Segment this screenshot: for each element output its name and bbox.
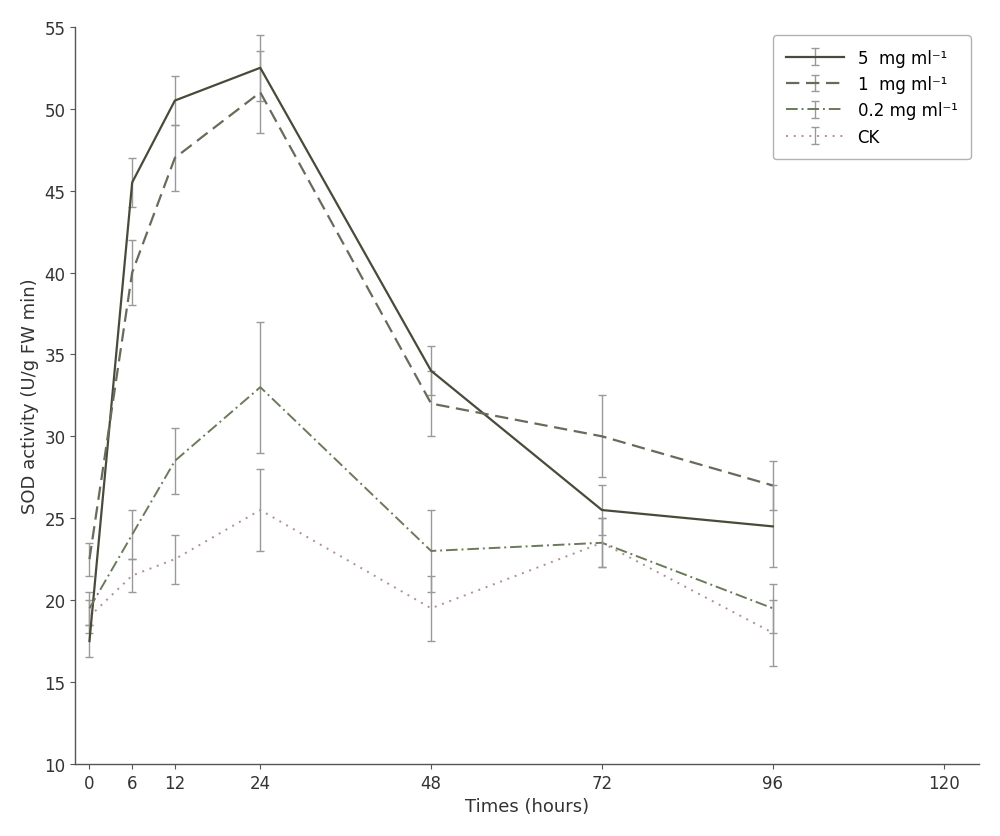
Y-axis label: SOD activity (U/g FW min): SOD activity (U/g FW min) bbox=[21, 278, 39, 513]
Legend: 5  mg ml⁻¹, 1  mg ml⁻¹, 0.2 mg ml⁻¹, CK: 5 mg ml⁻¹, 1 mg ml⁻¹, 0.2 mg ml⁻¹, CK bbox=[773, 36, 971, 160]
X-axis label: Times (hours): Times (hours) bbox=[465, 798, 589, 815]
